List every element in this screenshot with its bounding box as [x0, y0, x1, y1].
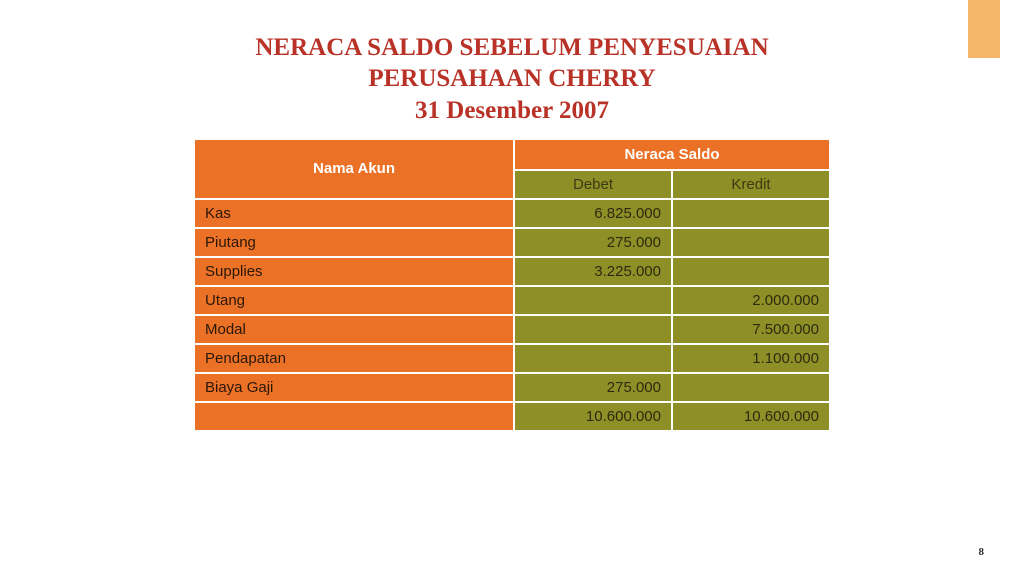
cell-debit — [514, 286, 672, 315]
page-number: 8 — [979, 546, 985, 558]
accent-tab — [968, 0, 1000, 58]
cell-debit-total: 10.600.000 — [514, 402, 672, 431]
cell-name: Biaya Gaji — [194, 373, 514, 402]
table-row: Modal 7.500.000 — [194, 315, 830, 344]
title-line-3: 31 Desember 2007 — [0, 95, 1024, 126]
cell-credit: 1.100.000 — [672, 344, 830, 373]
cell-debit — [514, 315, 672, 344]
col-header-debit: Debet — [514, 170, 672, 199]
cell-name: Modal — [194, 315, 514, 344]
col-header-account: Nama Akun — [194, 139, 514, 199]
cell-debit: 3.225.000 — [514, 257, 672, 286]
cell-credit: 2.000.000 — [672, 286, 830, 315]
cell-credit — [672, 257, 830, 286]
table-row: Piutang 275.000 — [194, 228, 830, 257]
cell-credit — [672, 228, 830, 257]
table-row: Pendapatan 1.100.000 — [194, 344, 830, 373]
cell-credit-total: 10.600.000 — [672, 402, 830, 431]
cell-credit: 7.500.000 — [672, 315, 830, 344]
cell-name — [194, 402, 514, 431]
cell-name: Utang — [194, 286, 514, 315]
cell-name: Kas — [194, 199, 514, 228]
title-line-1: NERACA SALDO SEBELUM PENYESUAIAN — [0, 32, 1024, 63]
table-row: Kas 6.825.000 — [194, 199, 830, 228]
cell-credit — [672, 373, 830, 402]
table-row: Supplies 3.225.000 — [194, 257, 830, 286]
trial-balance-table: Nama Akun Neraca Saldo Debet Kredit Kas … — [193, 138, 831, 432]
table-total-row: 10.600.000 10.600.000 — [194, 402, 830, 431]
cell-debit — [514, 344, 672, 373]
cell-name: Supplies — [194, 257, 514, 286]
table-row: Biaya Gaji 275.000 — [194, 373, 830, 402]
cell-name: Pendapatan — [194, 344, 514, 373]
col-header-credit: Kredit — [672, 170, 830, 199]
table-row: Utang 2.000.000 — [194, 286, 830, 315]
col-header-group: Neraca Saldo — [514, 139, 830, 170]
title-line-2: PERUSAHAAN CHERRY — [0, 63, 1024, 94]
slide-title: NERACA SALDO SEBELUM PENYESUAIAN PERUSAH… — [0, 0, 1024, 126]
cell-credit — [672, 199, 830, 228]
cell-debit: 275.000 — [514, 228, 672, 257]
cell-debit: 6.825.000 — [514, 199, 672, 228]
cell-name: Piutang — [194, 228, 514, 257]
cell-debit: 275.000 — [514, 373, 672, 402]
